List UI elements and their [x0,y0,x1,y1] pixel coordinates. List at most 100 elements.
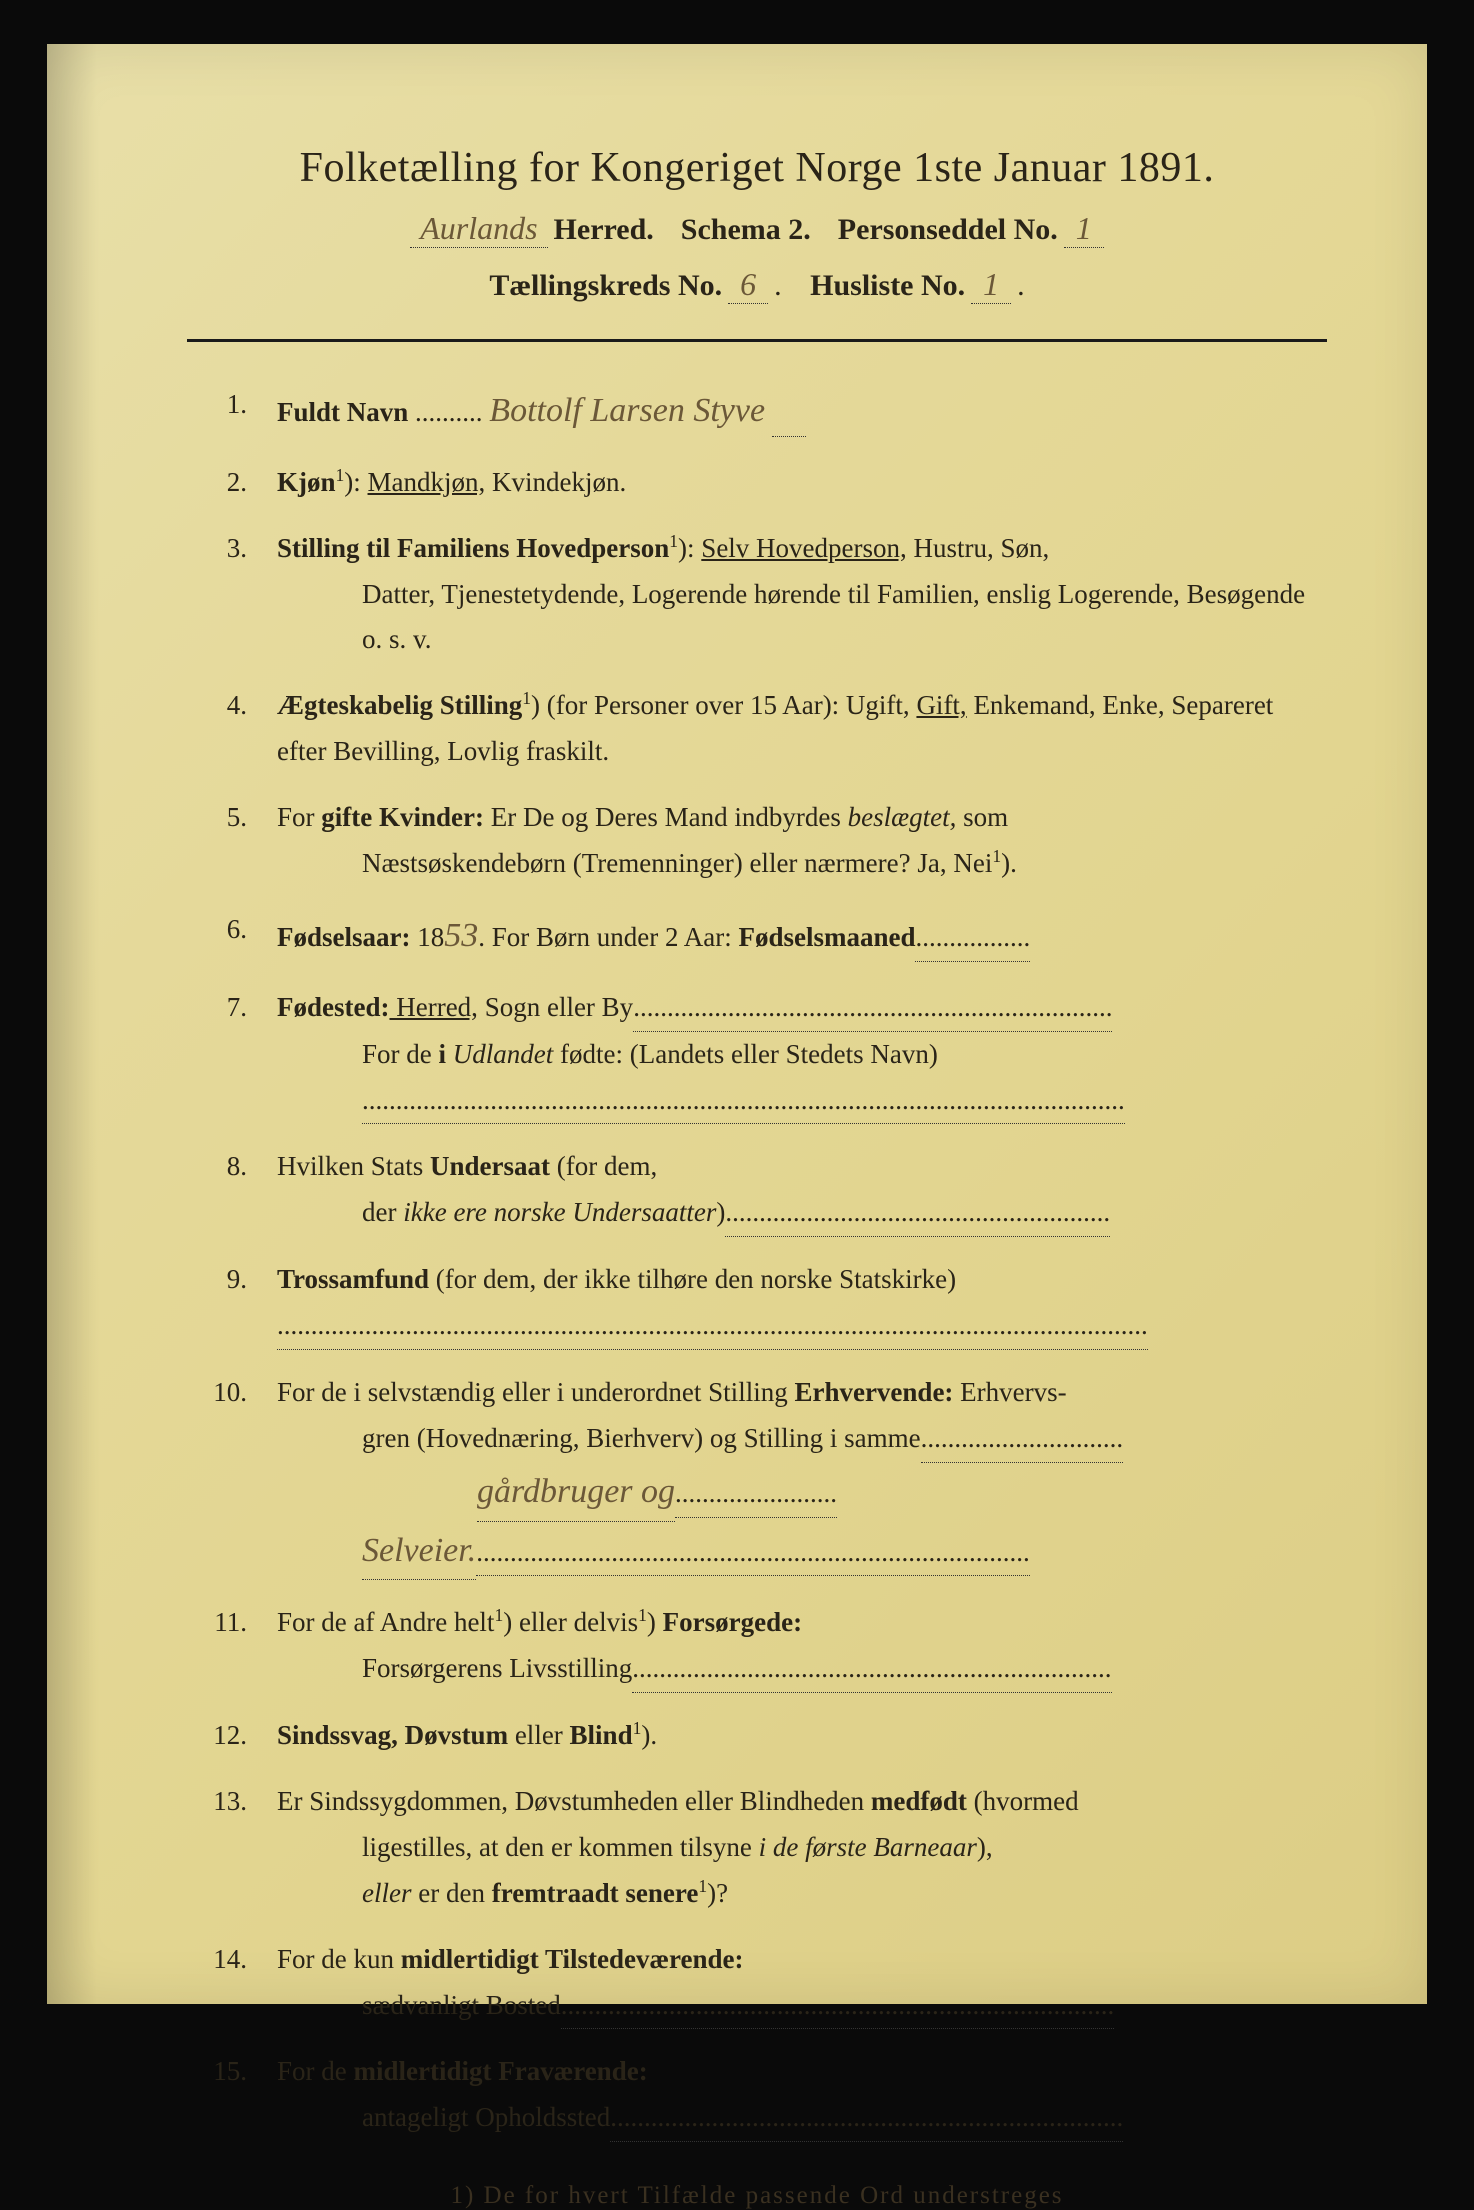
selected: Mandkjøn, [368,467,486,497]
item-7: 7. Fødested: Herred, Sogn eller By......… [207,985,1327,1125]
cont: Næstsøskendebørn (Tremenninger) eller næ… [362,848,992,878]
item-4: 4. Ægteskabelig Stilling1) (for Personer… [207,683,1327,775]
label: Erhvervende: [794,1377,953,1407]
text: ) (for Personer over 15 Aar): Ugift, [531,690,916,720]
text: Hustru, Søn, [907,533,1050,563]
item-9: 9. Trossamfund (for dem, der ikke tilhør… [207,1257,1327,1350]
text: ), [977,1832,993,1862]
item-12: 12. Sindssvag, Døvstum eller Blind1). [207,1713,1327,1759]
footnote: 1) De for hvert Tilfælde passende Ord un… [187,2182,1327,2210]
text: (hvormed [967,1786,1079,1816]
cont: o. s. v. [277,617,1327,663]
year-value: 53 [444,917,478,954]
cont: gren (Hovednæring, Bierhverv) og Stillin… [362,1423,921,1453]
herred-value: Aurlands [410,210,547,248]
item-num: 8. [207,1144,277,1237]
text: )? [707,1878,728,1908]
label2: Blind [570,1720,633,1750]
cont: Forsørgerens Livsstilling [362,1653,632,1683]
item-num: 14. [207,1937,277,2030]
kreds-label: Tællingskreds No. [489,269,722,303]
herred-label: Herred. [554,213,654,247]
sup: 1 [336,465,345,485]
text: For de [362,1039,439,1069]
text: For de af Andre helt [277,1607,494,1637]
text: der [362,1197,403,1227]
personseddel-value: 1 [1064,210,1104,248]
label: medfødt [871,1786,967,1816]
label: Fødested: [277,992,389,1022]
occupation-value-2: Selveier. [362,1522,476,1581]
item-14: 14. For de kun midlertidigt Tilstedevære… [207,1937,1327,2030]
italic: i de første Barneaar [759,1832,977,1862]
item-num: 2. [207,460,277,506]
text: er den [411,1878,491,1908]
item-num: 13. [207,1779,277,1917]
text: Er Sindssygdommen, Døvstumheden eller Bl… [277,1786,871,1816]
personseddel-label: Personseddel No. [838,213,1058,247]
cont: sædvanligt Bosted [362,1990,561,2020]
item-num: 15. [207,2049,277,2142]
form-content: 1. Fuldt Navn .......... Bottolf Larsen … [187,382,1327,2142]
text: fødte: (Landets eller Stedets Navn) [553,1039,938,1069]
header-line3: Tællingskreds No. 6 . Husliste No. 1 . [187,266,1327,304]
text: 18 [410,922,444,952]
text: som [956,802,1008,832]
text: ) eller delvis [503,1607,638,1637]
text: ligestilles, at den er kommen tilsyne [362,1832,759,1862]
text: For [277,802,321,832]
name-value: Bottolf Larsen Styve [489,392,765,429]
item-num: 12. [207,1713,277,1759]
item-num: 11. [207,1600,277,1693]
text: Er De og Deres Mand indbyrdes [484,802,848,832]
label2: Fødselsmaaned [738,922,915,952]
text: For de [277,2056,354,2086]
item-num: 6. [207,907,277,965]
schema-label: Schema 2. [681,213,811,247]
sup: 1 [638,1605,647,1625]
selected: Gift, [916,690,966,720]
text: ). [641,1720,657,1750]
item-num: 7. [207,985,277,1125]
divider [187,339,1327,342]
text: Kvindekjøn. [485,467,626,497]
item-5: 5. For gifte Kvinder: Er De og Deres Man… [207,795,1327,887]
document-page: Folketælling for Kongeriget Norge 1ste J… [47,44,1427,2004]
item-11: 11. For de af Andre helt1) eller delvis1… [207,1600,1327,1693]
header: Folketælling for Kongeriget Norge 1ste J… [187,144,1327,304]
label: Forsørgede: [663,1607,802,1637]
item-6: 6. Fødselsaar: 1853. For Børn under 2 Aa… [207,907,1327,965]
sup: 1 [669,531,678,551]
selected: Herred, [389,992,477,1022]
sup: 1 [992,846,1001,866]
label: Trossamfund [277,1264,429,1294]
label: Kjøn [277,467,336,497]
text: ): [344,467,367,497]
text: eller [508,1720,569,1750]
text: (for dem, [550,1151,657,1181]
item-8: 8. Hvilken Stats Undersaat (for dem, der… [207,1144,1327,1237]
label: midlertidigt Tilstedeværende: [401,1944,744,1974]
label2: fremtraadt senere [492,1878,699,1908]
item-15: 15. For de midlertidigt Fraværende: anta… [207,2049,1327,2142]
item-num: 1. [207,382,277,440]
text: . For Børn under 2 Aar: [478,922,738,952]
italic: beslægtet, [848,802,957,832]
main-title: Folketælling for Kongeriget Norge 1ste J… [187,144,1327,192]
item-10: 10. For de i selvstændig eller i underor… [207,1370,1327,1580]
bold: i [439,1039,447,1069]
label: Sindssvag, Døvstum [277,1720,508,1750]
item-2: 2. Kjøn1): Mandkjøn, Kvindekjøn. [207,460,1327,506]
label: Fuldt Navn [277,397,408,427]
text: Hvilken Stats [277,1151,430,1181]
sup: 1 [522,688,531,708]
item-13: 13. Er Sindssygdommen, Døvstumheden elle… [207,1779,1327,1917]
kreds-value: 6 [728,266,768,304]
text: ). [1001,848,1017,878]
text: (for dem, der ikke tilhøre den norske St… [429,1264,956,1294]
sup: 1 [698,1876,707,1896]
label: Undersaat [430,1151,550,1181]
husliste-value: 1 [971,266,1011,304]
text: For de kun [277,1944,401,1974]
occupation-value-1: gårdbruger og [477,1463,675,1522]
